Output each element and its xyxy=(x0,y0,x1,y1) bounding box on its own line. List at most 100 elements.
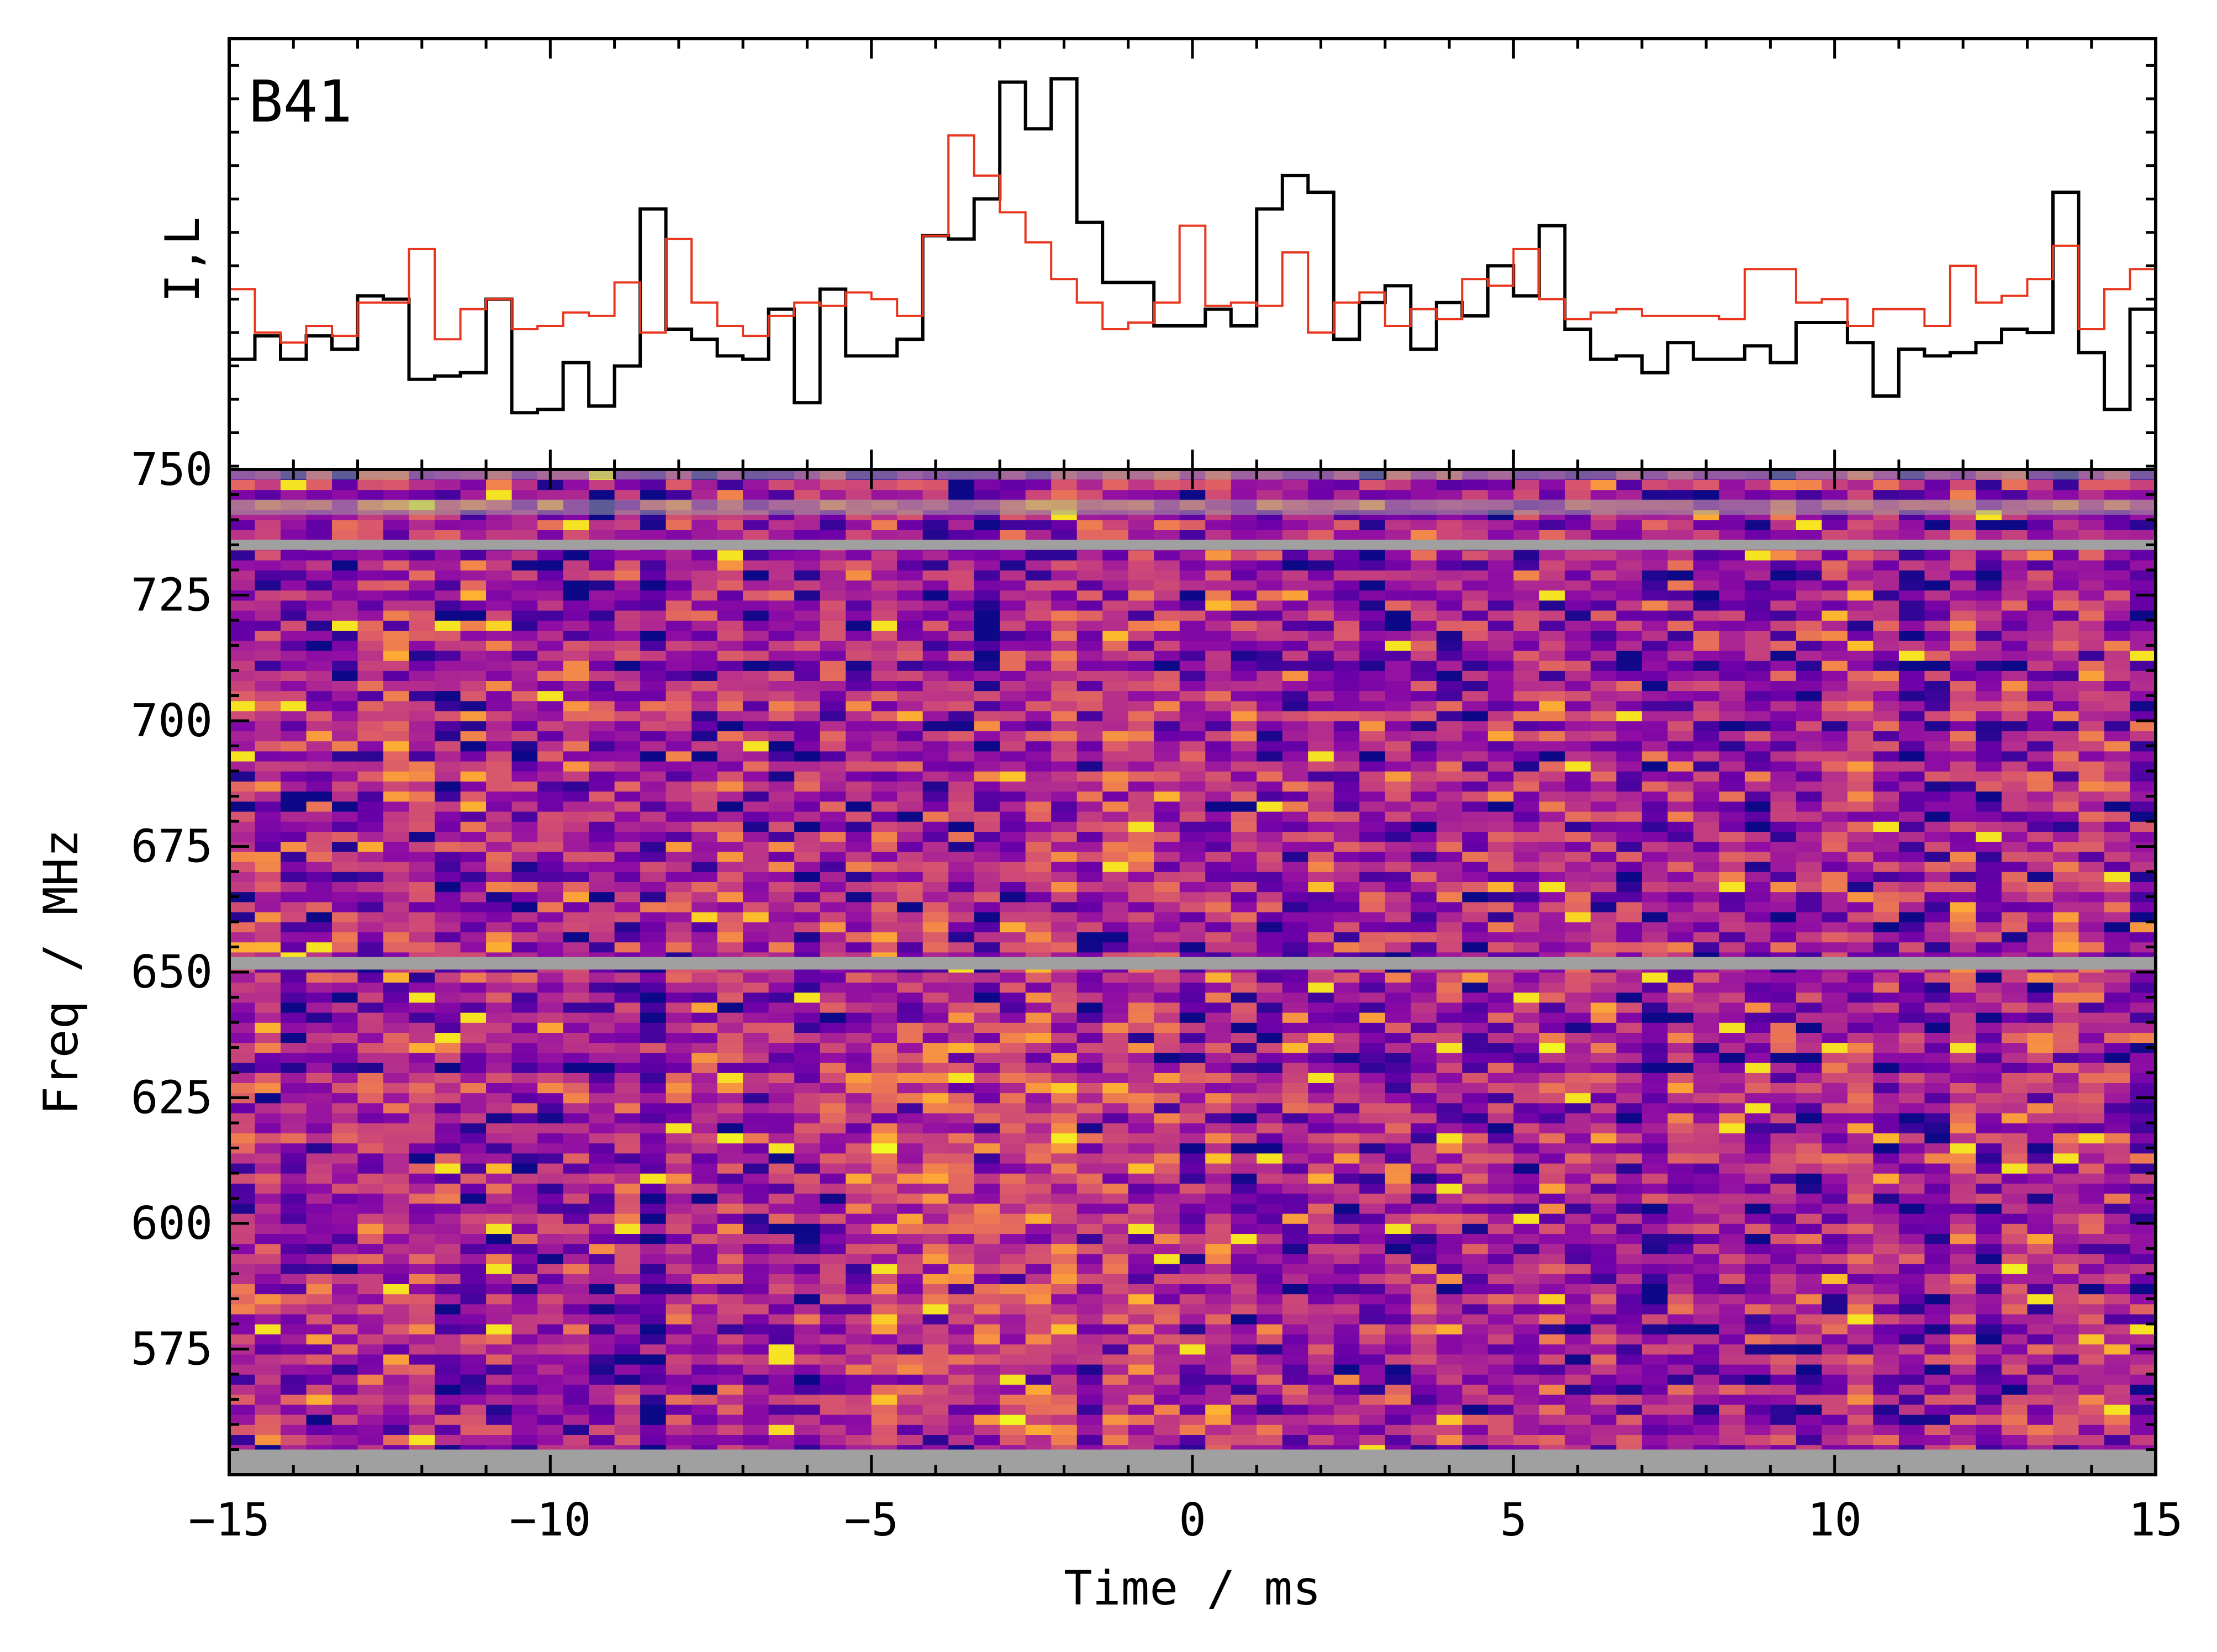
heatmap-cell xyxy=(717,1133,743,1144)
heatmap-cell xyxy=(1513,1303,1540,1315)
heatmap-cell xyxy=(409,1153,435,1164)
heatmap-cell xyxy=(1436,1313,1463,1324)
heatmap-cell xyxy=(1590,982,1617,993)
heatmap-cell xyxy=(1076,861,1104,872)
heatmap-cell xyxy=(1719,861,1745,872)
heatmap-cell xyxy=(768,1123,795,1133)
heatmap-cell xyxy=(1667,1133,1694,1144)
heatmap-cell xyxy=(820,1052,846,1063)
heatmap-cell xyxy=(1051,1334,1078,1345)
heatmap-cell xyxy=(1693,972,1720,983)
heatmap-cell xyxy=(1154,1102,1180,1113)
heatmap-cell xyxy=(1411,1083,1437,1094)
heatmap-cell xyxy=(1000,911,1026,922)
heatmap-cell xyxy=(614,1203,641,1214)
heatmap-cell xyxy=(306,811,332,822)
heatmap-cell xyxy=(1565,1294,1591,1305)
heatmap-cell xyxy=(332,1032,358,1043)
heatmap-cell xyxy=(820,1303,846,1315)
heatmap-cell xyxy=(2104,1334,2131,1345)
heatmap-cell xyxy=(1976,1153,2002,1164)
heatmap-cell xyxy=(486,811,513,822)
heatmap-cell xyxy=(974,1102,1000,1113)
heatmap-cell xyxy=(2104,1133,2131,1144)
heatmap-cell xyxy=(1308,1394,1334,1405)
heatmap-cell xyxy=(1025,1012,1052,1023)
heatmap-cell xyxy=(1898,932,1925,943)
heatmap-cell xyxy=(948,841,975,852)
heatmap-cell xyxy=(768,1233,795,1244)
heatmap-cell xyxy=(563,1434,589,1445)
heatmap-cell xyxy=(846,982,872,993)
heatmap-cell xyxy=(1616,1303,1643,1315)
heatmap-cell xyxy=(409,911,435,922)
heatmap-cell xyxy=(871,942,898,953)
heatmap-cell xyxy=(1719,1243,1745,1254)
heatmap-cell xyxy=(1385,1243,1412,1254)
heatmap-cell xyxy=(486,1062,513,1073)
heatmap-cell xyxy=(1000,821,1026,832)
heatmap-cell xyxy=(1359,1042,1386,1053)
heatmap-cell xyxy=(871,851,898,862)
heatmap-cell xyxy=(846,1253,872,1264)
heatmap-cell xyxy=(1154,1233,1180,1244)
heatmap-cell xyxy=(1205,1083,1232,1094)
heatmap-cell xyxy=(922,1284,949,1295)
heatmap-cell xyxy=(794,831,821,842)
heatmap-cell xyxy=(1436,1183,1463,1194)
heatmap-cell xyxy=(1205,1032,1232,1043)
heatmap-cell xyxy=(820,1042,846,1053)
heatmap-cell xyxy=(1359,1434,1386,1445)
heatmap-cell xyxy=(1179,1263,1206,1274)
heatmap-cell xyxy=(1282,841,1309,852)
heatmap-cell xyxy=(1976,831,2002,842)
heatmap-cell xyxy=(1333,861,1360,872)
heatmap-cell xyxy=(1025,911,1052,922)
heatmap-cell xyxy=(768,901,795,912)
heatmap-cell xyxy=(768,1313,795,1324)
heatmap-cell xyxy=(486,1284,513,1295)
heatmap-cell xyxy=(1025,1294,1052,1305)
heatmap-cell xyxy=(1128,1062,1155,1073)
heatmap-cell xyxy=(743,891,769,902)
heatmap-cell xyxy=(640,911,667,922)
heatmap-cell xyxy=(717,861,743,872)
heatmap-cell xyxy=(1051,1102,1078,1113)
heatmap-cell xyxy=(1898,1243,1925,1254)
heatmap-cell xyxy=(357,942,384,953)
heatmap-cell xyxy=(2104,1073,2131,1083)
heatmap-cell xyxy=(1667,831,1694,842)
heatmap-cell xyxy=(2001,1364,2028,1375)
heatmap-cell xyxy=(897,1394,923,1405)
heatmap-cell xyxy=(435,1404,461,1415)
heatmap-cell xyxy=(1076,1083,1104,1094)
heatmap-cell xyxy=(1102,1012,1129,1023)
heatmap-cell xyxy=(1128,922,1155,932)
heatmap-cell xyxy=(846,1163,872,1174)
heatmap-cell xyxy=(2104,1002,2131,1013)
heatmap-cell xyxy=(717,932,743,943)
heatmap-cell xyxy=(743,811,769,822)
heatmap-cell xyxy=(1411,1073,1437,1083)
heatmap-cell xyxy=(2104,1213,2131,1224)
heatmap-cell xyxy=(1025,1153,1052,1164)
heatmap-cell xyxy=(2078,1032,2105,1043)
heatmap-cell xyxy=(1539,831,1566,842)
heatmap-cell xyxy=(1385,922,1412,932)
heatmap-cell xyxy=(589,1324,615,1334)
heatmap-cell xyxy=(409,1112,435,1123)
heatmap-cell xyxy=(357,1073,384,1083)
heatmap-cell xyxy=(255,1032,281,1043)
heatmap-cell xyxy=(1282,1073,1309,1083)
heatmap-cell xyxy=(666,1243,692,1254)
heatmap-cell xyxy=(692,1303,718,1315)
heatmap-cell xyxy=(1257,1203,1283,1214)
heatmap-cell xyxy=(486,1022,513,1033)
heatmap-cell xyxy=(332,1012,358,1023)
heatmap-cell xyxy=(1898,872,1925,882)
heatmap-cell xyxy=(486,1354,513,1365)
heatmap-cell xyxy=(1847,1434,1874,1445)
heatmap-cell xyxy=(1898,1102,1925,1113)
heatmap-cell xyxy=(1976,1424,2002,1435)
heatmap-cell xyxy=(2130,1434,2156,1445)
